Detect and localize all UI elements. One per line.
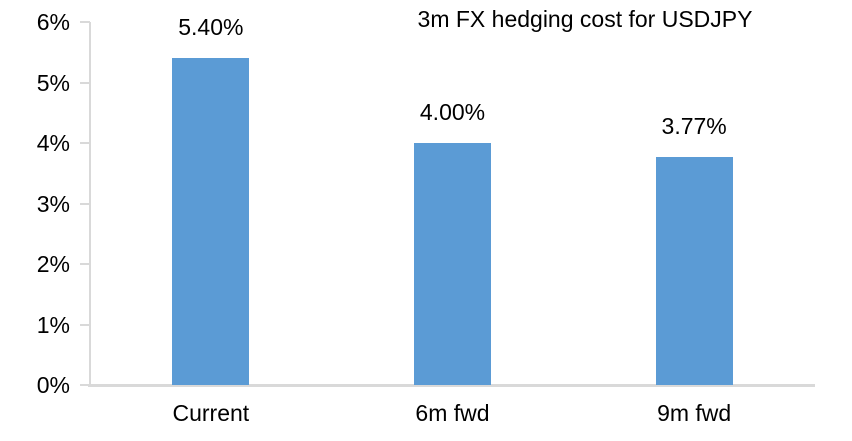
y-axis-tick xyxy=(80,384,90,386)
y-tick-label: 6% xyxy=(36,9,70,35)
chart-title: 3m FX hedging cost for USDJPY xyxy=(417,6,753,32)
x-category-label: 9m fwd xyxy=(657,400,732,426)
x-axis-line xyxy=(88,384,815,387)
y-tick-label: 0% xyxy=(36,372,70,398)
x-category-label: Current xyxy=(172,400,250,426)
y-tick-label: 3% xyxy=(36,190,70,217)
x-category-label: 6m fwd xyxy=(415,400,490,426)
bar-6m-fwd xyxy=(414,143,491,385)
bar-value-label: 5.40% xyxy=(178,14,244,41)
y-tick-label: 1% xyxy=(36,311,70,338)
y-axis-tick xyxy=(80,142,90,144)
y-axis-tick xyxy=(80,81,90,84)
y-axis-tick xyxy=(80,323,90,326)
y-tick-label: 2% xyxy=(36,251,70,277)
bar-current xyxy=(172,58,250,385)
bar-value-label: 4.00% xyxy=(419,99,486,125)
y-tick-label: 5% xyxy=(36,69,70,96)
y-axis-tick xyxy=(80,202,90,205)
y-tick-label: 4% xyxy=(36,130,70,156)
bar-value-label: 3.77% xyxy=(661,112,727,139)
y-axis-line xyxy=(89,22,91,387)
y-axis-tick xyxy=(80,263,90,265)
bar-9m-fwd xyxy=(655,156,733,385)
y-axis-tick xyxy=(80,21,90,23)
